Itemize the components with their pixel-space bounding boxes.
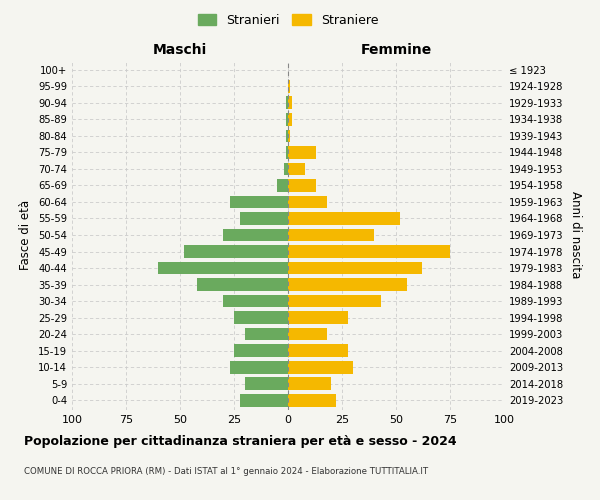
- Bar: [230, 196, 288, 208]
- Bar: [234, 311, 288, 324]
- Bar: [223, 294, 288, 308]
- Bar: [197, 278, 288, 291]
- Bar: [284, 162, 288, 175]
- Bar: [288, 130, 290, 142]
- Bar: [286, 146, 288, 159]
- Bar: [241, 212, 288, 225]
- Bar: [277, 179, 288, 192]
- Bar: [230, 360, 288, 374]
- Text: Popolazione per cittadinanza straniera per età e sesso - 2024: Popolazione per cittadinanza straniera p…: [24, 435, 457, 448]
- Bar: [286, 113, 288, 126]
- Bar: [286, 130, 288, 142]
- Bar: [288, 146, 316, 159]
- Bar: [288, 162, 305, 175]
- Bar: [288, 394, 335, 406]
- Bar: [288, 328, 327, 340]
- Text: COMUNE DI ROCCA PRIORA (RM) - Dati ISTAT al 1° gennaio 2024 - Elaborazione TUTTI: COMUNE DI ROCCA PRIORA (RM) - Dati ISTAT…: [24, 468, 428, 476]
- Bar: [286, 96, 288, 110]
- Bar: [288, 228, 374, 241]
- Bar: [288, 212, 400, 225]
- Y-axis label: Fasce di età: Fasce di età: [19, 200, 32, 270]
- Bar: [288, 344, 349, 357]
- Bar: [288, 377, 331, 390]
- Bar: [245, 328, 288, 340]
- Bar: [288, 245, 450, 258]
- Bar: [184, 245, 288, 258]
- Bar: [234, 344, 288, 357]
- Bar: [288, 96, 292, 110]
- Bar: [288, 179, 316, 192]
- Bar: [288, 80, 290, 93]
- Bar: [288, 311, 349, 324]
- Bar: [158, 262, 288, 274]
- Text: Maschi: Maschi: [153, 42, 207, 56]
- Bar: [288, 360, 353, 374]
- Bar: [288, 294, 381, 308]
- Y-axis label: Anni di nascita: Anni di nascita: [569, 192, 582, 278]
- Bar: [288, 113, 292, 126]
- Bar: [245, 377, 288, 390]
- Bar: [288, 196, 327, 208]
- Bar: [288, 278, 407, 291]
- Legend: Stranieri, Straniere: Stranieri, Straniere: [193, 8, 383, 32]
- Text: Femmine: Femmine: [361, 42, 431, 56]
- Bar: [241, 394, 288, 406]
- Bar: [288, 262, 422, 274]
- Bar: [223, 228, 288, 241]
